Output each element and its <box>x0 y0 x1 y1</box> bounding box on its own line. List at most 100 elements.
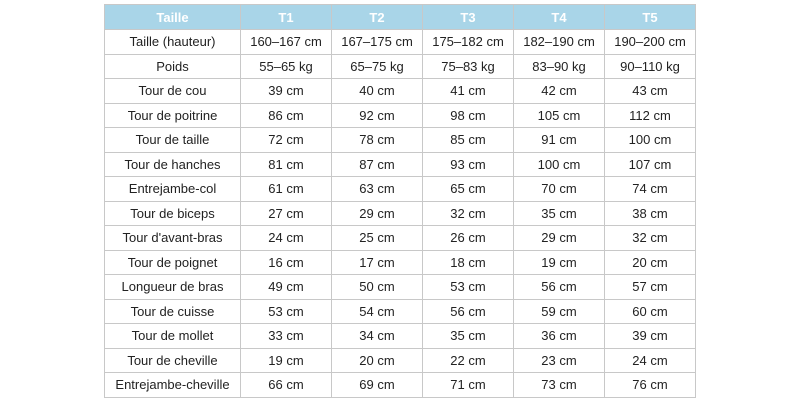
table-row: Tour de mollet 33 cm 34 cm 35 cm 36 cm 39 cm <box>104 323 696 349</box>
table-row: Poids 55–65 kg 65–75 kg 75–83 kg 83–90 kg 90–… <box>104 53 696 79</box>
table-cell: 83–90 kg <box>513 53 605 79</box>
table-row: Tour de biceps 27 cm 29 cm 32 cm 35 cm 38 cm <box>104 200 696 226</box>
row-label: Tour de biceps <box>104 200 241 226</box>
header-cell: T2 <box>331 4 423 30</box>
table-cell: 90–110 kg <box>604 53 696 79</box>
table-cell: 87 cm <box>331 151 423 177</box>
table-cell: 56 cm <box>422 298 514 324</box>
table-cell: 22 cm <box>422 347 514 373</box>
row-label: Tour de poignet <box>104 249 241 275</box>
table-cell: 34 cm <box>331 323 423 349</box>
table-cell: 61 cm <box>240 176 332 202</box>
table-cell: 71 cm <box>422 372 514 398</box>
table-cell: 27 cm <box>240 200 332 226</box>
table-cell: 35 cm <box>513 200 605 226</box>
table-cell: 98 cm <box>422 102 514 128</box>
table-row: Tour de cou 39 cm 40 cm 41 cm 42 cm 43 cm <box>104 78 696 104</box>
header-cell: T4 <box>513 4 605 30</box>
row-label: Entrejambe-cheville <box>104 372 241 398</box>
row-label: Tour de taille <box>104 127 241 153</box>
table-cell: 76 cm <box>604 372 696 398</box>
table-cell: 39 cm <box>604 323 696 349</box>
header-row: Taille T1 T2 T3 T4 T5 <box>104 4 696 30</box>
header-cell: T1 <box>240 4 332 30</box>
table-row: Tour de cuisse 53 cm 54 cm 56 cm 59 cm 60 cm <box>104 298 696 324</box>
row-label: Tour de cuisse <box>104 298 241 324</box>
table-row: Entrejambe-col 61 cm 63 cm 65 cm 70 cm 74 cm <box>104 176 696 202</box>
header-cell: Taille <box>104 4 241 30</box>
table-cell: 19 cm <box>240 347 332 373</box>
row-label: Tour de cou <box>104 78 241 104</box>
table-cell: 53 cm <box>422 274 514 300</box>
table-cell: 85 cm <box>422 127 514 153</box>
size-table-container: Taille T1 T2 T3 T4 T5 Taille (hauteur) 160–167… <box>104 4 696 398</box>
header-cell: T5 <box>604 4 696 30</box>
table-cell: 36 cm <box>513 323 605 349</box>
size-table: Taille T1 T2 T3 T4 T5 Taille (hauteur) 160–167… <box>104 4 696 398</box>
table-cell: 92 cm <box>331 102 423 128</box>
table-row: Longueur de bras 49 cm 50 cm 53 cm 56 cm 57 c… <box>104 274 696 300</box>
table-cell: 65 cm <box>422 176 514 202</box>
table-cell: 60 cm <box>604 298 696 324</box>
table-cell: 39 cm <box>240 78 332 104</box>
table-cell: 23 cm <box>513 347 605 373</box>
table-cell: 63 cm <box>331 176 423 202</box>
table-cell: 86 cm <box>240 102 332 128</box>
table-cell: 24 cm <box>604 347 696 373</box>
table-cell: 175–182 cm <box>422 29 514 55</box>
table-cell: 105 cm <box>513 102 605 128</box>
table-cell: 190–200 cm <box>604 29 696 55</box>
row-label: Tour de poitrine <box>104 102 241 128</box>
table-cell: 72 cm <box>240 127 332 153</box>
table-cell: 100 cm <box>604 127 696 153</box>
row-label: Taille (hauteur) <box>104 29 241 55</box>
table-cell: 53 cm <box>240 298 332 324</box>
table-cell: 112 cm <box>604 102 696 128</box>
table-cell: 25 cm <box>331 225 423 251</box>
table-row: Tour de poignet 16 cm 17 cm 18 cm 19 cm 20 cm <box>104 249 696 275</box>
table-row: Tour d'avant-bras 24 cm 25 cm 26 cm 29 cm 32 … <box>104 225 696 251</box>
table-cell: 32 cm <box>422 200 514 226</box>
table-cell: 19 cm <box>513 249 605 275</box>
table-cell: 18 cm <box>422 249 514 275</box>
table-cell: 65–75 kg <box>331 53 423 79</box>
table-cell: 74 cm <box>604 176 696 202</box>
table-cell: 160–167 cm <box>240 29 332 55</box>
table-row: Entrejambe-cheville 66 cm 69 cm 71 cm 73 cm 7… <box>104 372 696 398</box>
row-label: Tour de cheville <box>104 347 241 373</box>
table-cell: 26 cm <box>422 225 514 251</box>
table-cell: 57 cm <box>604 274 696 300</box>
table-cell: 43 cm <box>604 78 696 104</box>
table-cell: 49 cm <box>240 274 332 300</box>
table-cell: 32 cm <box>604 225 696 251</box>
table-cell: 33 cm <box>240 323 332 349</box>
row-label: Poids <box>104 53 241 79</box>
table-cell: 29 cm <box>331 200 423 226</box>
row-label: Longueur de bras <box>104 274 241 300</box>
table-cell: 40 cm <box>331 78 423 104</box>
table-cell: 41 cm <box>422 78 514 104</box>
table-cell: 93 cm <box>422 151 514 177</box>
table-cell: 75–83 kg <box>422 53 514 79</box>
header-cell: T3 <box>422 4 514 30</box>
table-cell: 24 cm <box>240 225 332 251</box>
table-cell: 73 cm <box>513 372 605 398</box>
table-cell: 167–175 cm <box>331 29 423 55</box>
table-row: Tour de cheville 19 cm 20 cm 22 cm 23 cm 24 c… <box>104 347 696 373</box>
table-cell: 20 cm <box>604 249 696 275</box>
row-label: Entrejambe-col <box>104 176 241 202</box>
table-row: Tour de taille 72 cm 78 cm 85 cm 91 cm 100 cm <box>104 127 696 153</box>
table-cell: 16 cm <box>240 249 332 275</box>
table-cell: 54 cm <box>331 298 423 324</box>
table-cell: 38 cm <box>604 200 696 226</box>
row-label: Tour de hanches <box>104 151 241 177</box>
table-cell: 107 cm <box>604 151 696 177</box>
table-cell: 55–65 kg <box>240 53 332 79</box>
row-label: Tour d'avant-bras <box>104 225 241 251</box>
table-cell: 29 cm <box>513 225 605 251</box>
table-cell: 20 cm <box>331 347 423 373</box>
table-cell: 42 cm <box>513 78 605 104</box>
table-cell: 182–190 cm <box>513 29 605 55</box>
table-cell: 70 cm <box>513 176 605 202</box>
